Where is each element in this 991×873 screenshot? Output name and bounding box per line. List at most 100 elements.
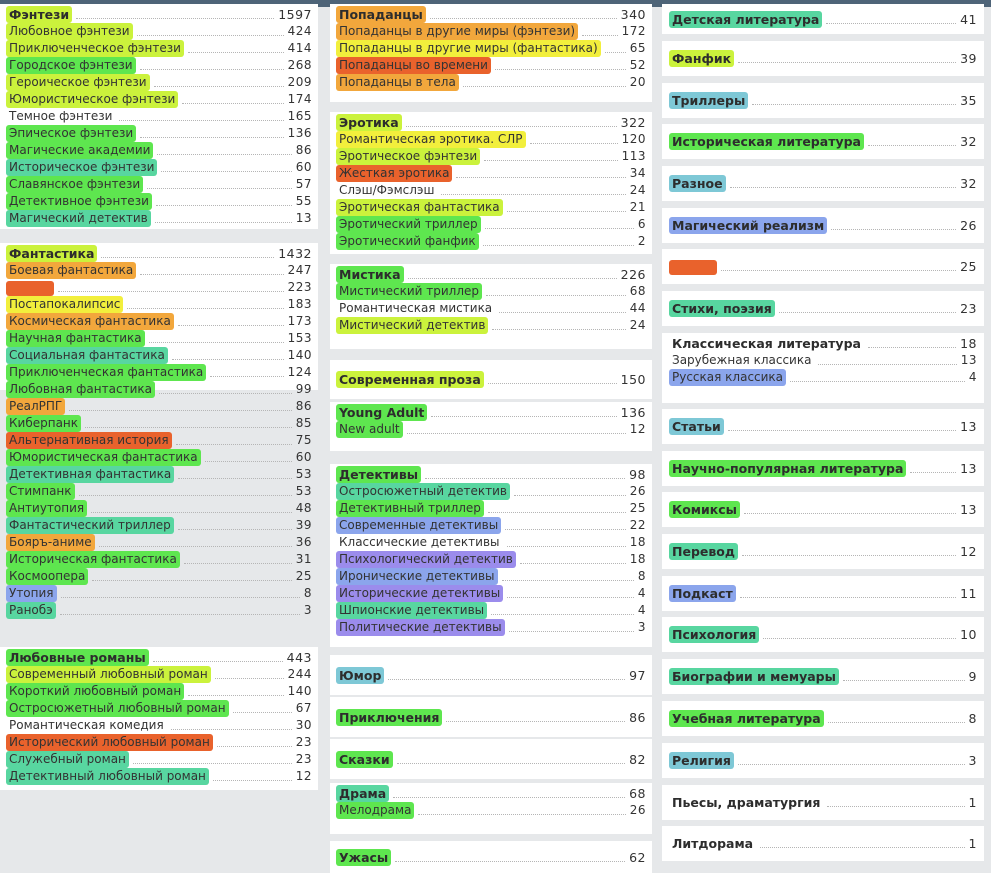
genre-header-фанфик[interactable]: Фанфик 39 — [669, 50, 977, 67]
genre-name[interactable]: Эротическая фантастика — [336, 199, 503, 216]
genre-name[interactable]: Иронические детективы — [336, 568, 498, 585]
genre-name[interactable]: Ужасы — [336, 848, 392, 866]
genre-header-мистика[interactable]: Мистика 226 — [336, 266, 646, 283]
subgenre-эпическое-фэнтези[interactable]: Эпическое фэнтези 136 — [6, 125, 312, 142]
genre-name[interactable]: Исторические детективы — [336, 585, 504, 602]
subgenre-слэш-фэмслэш[interactable]: Слэш/Фэмслэш 24 — [336, 182, 646, 199]
genre-name[interactable]: Классические детективы — [339, 535, 500, 549]
genre-name[interactable]: Статьи — [669, 418, 724, 435]
genre-name[interactable]: Короткий любовный роман — [6, 683, 185, 700]
genre-name[interactable]: Комиксы — [669, 501, 740, 518]
genre-name[interactable]: Фантастика — [6, 245, 98, 262]
genre-name[interactable]: Альтернативная история — [6, 432, 172, 449]
subgenre-остросюжетный-любовный-роман[interactable]: Остросюжетный любовный роман 67 — [6, 700, 312, 717]
subgenre-киберпанк[interactable]: Киберпанк 85 — [6, 415, 312, 432]
subgenre-космическая-фантастика[interactable]: Космическая фантастика 173 — [6, 313, 312, 330]
genre-name[interactable]: Детективная фантастика — [6, 466, 175, 483]
genre-header-магический-реализм[interactable]: Магический реализм 26 — [669, 217, 977, 234]
subgenre-альтернативная-история[interactable]: Альтернативная история 75 — [6, 432, 312, 449]
genre-name[interactable]: Исторический любовный роман — [6, 734, 213, 751]
genre-name[interactable]: Магические академии — [6, 142, 154, 159]
genre-name[interactable]: Приключения — [336, 708, 443, 726]
genre-header-фэнтези[interactable]: Фэнтези 1597 — [6, 6, 312, 23]
genre-header-юмор[interactable]: Юмор 97 — [336, 666, 646, 684]
genre-name[interactable]: Детективный любовный роман — [6, 768, 209, 785]
subgenre-попаданцы-в-другие-миры-фэнтези[interactable]: Попаданцы в другие миры (фэнтези) 172 — [336, 23, 646, 40]
genre-header-сказки[interactable]: Сказки 82 — [336, 750, 646, 768]
genre-name[interactable]: Классическая литература — [672, 336, 861, 351]
genre-header-приключения[interactable]: Приключения 86 — [336, 708, 646, 726]
genre-name[interactable]: Биографии и мемуары — [669, 668, 839, 685]
subgenre-антиутопия[interactable]: Антиутопия 48 — [6, 500, 312, 517]
genre-name[interactable]: Любовная фантастика — [6, 381, 155, 398]
genre-header-эротика[interactable]: Эротика 322 — [336, 114, 646, 131]
genre-header-young-adult[interactable]: Young Adult 136 — [336, 404, 646, 421]
genre-name[interactable]: Детективное фэнтези — [6, 193, 152, 210]
subgenre-эротический-триллер[interactable]: Эротический триллер 6 — [336, 216, 646, 233]
subgenre-магический-детектив[interactable]: Магический детектив 13 — [6, 210, 312, 227]
genre-header-психология[interactable]: Психология 10 — [669, 626, 977, 643]
genre-name[interactable]: Романтическая комедия — [9, 718, 164, 732]
genre-name[interactable]: Научно-популярная литература — [669, 460, 907, 477]
genre-header-детективы[interactable]: Детективы 98 — [336, 466, 646, 483]
genre-name[interactable]: Утопия — [6, 585, 57, 602]
subgenre-романтическая-комедия[interactable]: Романтическая комедия 30 — [6, 717, 312, 734]
genre-name[interactable]: Мистический детектив — [336, 317, 489, 334]
genre-header-статьи[interactable]: Статьи 13 — [669, 418, 977, 435]
genre-header-ужасы[interactable]: Ужасы 62 — [336, 848, 646, 866]
subgenre-постапокалипсис[interactable]: Постапокалипсис 183 — [6, 296, 312, 313]
subgenre-магические-академии[interactable]: Магические академии 86 — [6, 142, 312, 159]
genre-header-перевод[interactable]: Перевод 12 — [669, 543, 977, 560]
genre-name[interactable]: Магический детектив — [6, 210, 151, 227]
genre-name[interactable]: Young Adult — [336, 404, 428, 421]
genre-name[interactable]: Детективы — [336, 466, 422, 483]
subgenre-городское-фэнтези[interactable]: Городское фэнтези 268 — [6, 57, 312, 74]
genre-header-стихи-поэзия[interactable]: Стихи, поэзия 23 — [669, 300, 977, 317]
subgenre-детективная-фантастика[interactable]: Детективная фантастика 53 — [6, 466, 312, 483]
genre-name[interactable]: Бояръ-аниме — [6, 534, 95, 551]
subgenre-научная-фантастика[interactable]: Научная фантастика 153 — [6, 330, 312, 347]
genre-name[interactable]: Попаданцы — [336, 6, 426, 23]
genre-header-детская-литература[interactable]: Детская литература 41 — [669, 10, 977, 28]
genre-name[interactable]: Городское фэнтези — [6, 57, 136, 74]
subgenre-попаданцы-в-тела[interactable]: Попаданцы в тела 20 — [336, 74, 646, 91]
genre-name[interactable]: Стимпанк — [6, 483, 75, 500]
genre-name[interactable]: Перевод — [669, 543, 738, 560]
subgenre-попаданцы-во-времени[interactable]: Попаданцы во времени 52 — [336, 57, 646, 74]
subgenre-романтическая-мистика[interactable]: Романтическая мистика 44 — [336, 300, 646, 317]
genre-header-религия[interactable]: Религия 3 — [669, 752, 977, 769]
genre-header-подкаст[interactable]: Подкаст 11 — [669, 585, 977, 602]
genre-name[interactable]: Ранобэ — [6, 602, 56, 619]
subgenre-историческое-фэнтези[interactable]: Историческое фэнтези 60 — [6, 159, 312, 176]
genre-name[interactable]: Триллеры — [669, 92, 749, 109]
subgenre-любовное-фэнтези[interactable]: Любовное фэнтези 424 — [6, 23, 312, 40]
genre-name[interactable]: Шпионские детективы — [336, 602, 488, 619]
genre-name[interactable]: Приключенческое фэнтези — [6, 40, 184, 57]
genre-name[interactable]: Эротический триллер — [336, 216, 481, 233]
genre-name[interactable]: Любовные романы — [6, 649, 149, 666]
subgenre-мелодрама[interactable]: Мелодрама 26 — [336, 802, 646, 819]
genre-name[interactable]: Разное — [669, 175, 726, 192]
genre-name[interactable]: Русская классика — [669, 369, 787, 386]
genre-name[interactable]: Социальная фантастика — [6, 347, 168, 364]
genre-name[interactable]: РеалРПГ — [6, 398, 66, 415]
subgenre-короткий-любовный-роман[interactable]: Короткий любовный роман 140 — [6, 683, 312, 700]
genre-name[interactable]: Попаданцы в тела — [336, 74, 459, 91]
genre-name[interactable]: Эротика — [336, 114, 402, 131]
subgenre-русская-классика[interactable]: Русская классика 4 — [669, 369, 977, 386]
subgenre-реалрпг[interactable]: РеалРПГ 86 — [6, 398, 312, 415]
subgenre-стимпанк[interactable]: Стимпанк 53 — [6, 483, 312, 500]
subgenre-new-adult[interactable]: New adult 12 — [336, 421, 646, 438]
genre-name[interactable]: Фэнтези — [6, 6, 73, 23]
genre-header-пьесы-драматургия[interactable]: Пьесы, драматургия 1 — [669, 794, 977, 811]
genre-name[interactable]: Мелодрама — [336, 802, 415, 819]
genre-name[interactable]: Космическая фантастика — [6, 313, 174, 330]
subgenre-приключенческое-фэнтези[interactable]: Приключенческое фэнтези 414 — [6, 40, 312, 57]
genre-name[interactable]: Современные детективы — [336, 517, 502, 534]
subgenre-шпионские-детективы[interactable]: Шпионские детективы 4 — [336, 602, 646, 619]
subgenre-эротическая-фантастика[interactable]: Эротическая фантастика 21 — [336, 199, 646, 216]
genre-name[interactable]: Религия — [669, 752, 734, 769]
genre-name[interactable]: Жесткая эротика — [336, 165, 453, 182]
genre-header-комиксы[interactable]: Комиксы 13 — [669, 501, 977, 518]
genre-header-попаданцы[interactable]: Попаданцы 340 — [336, 6, 646, 23]
